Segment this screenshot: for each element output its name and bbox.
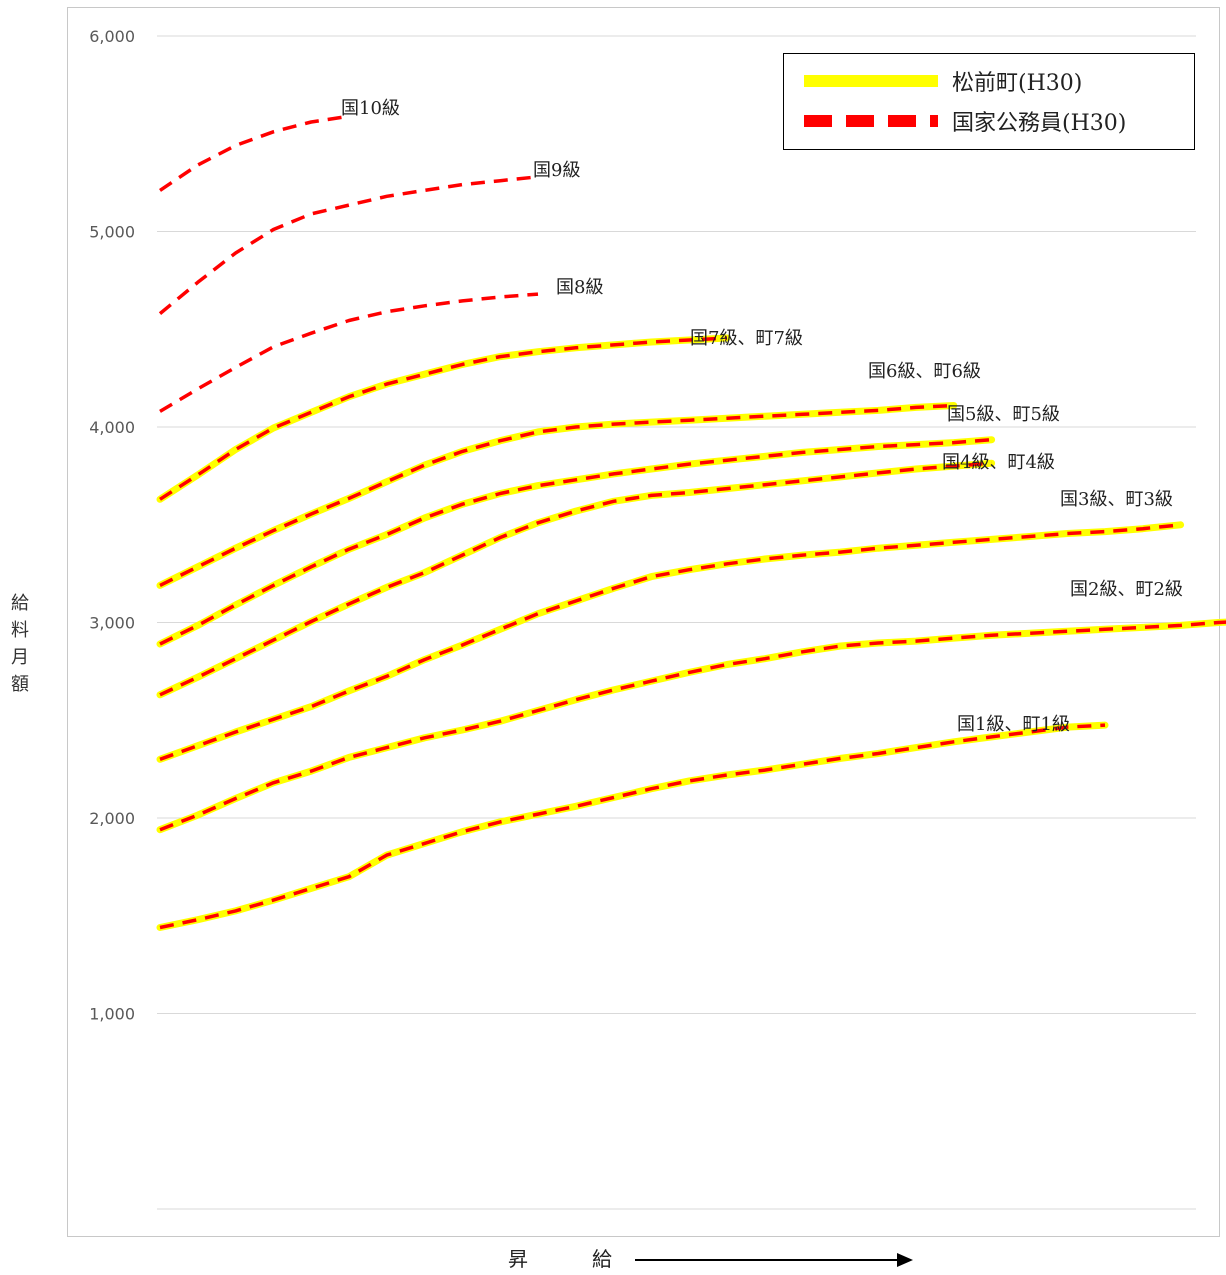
- legend-swatch-solid-yellow: [804, 75, 938, 87]
- series-line-national-2: [159, 620, 1226, 832]
- y-tick-label: 5,000: [89, 223, 135, 242]
- series-line-national-5: [159, 437, 992, 646]
- legend-item-national: 国家公務員(H30): [804, 106, 1126, 136]
- series-label-5: 国5級、町5級: [947, 404, 1060, 425]
- series-label-2: 国2級、町2級: [1070, 579, 1183, 600]
- y-tick-label: 2,000: [89, 809, 135, 828]
- series-line-national-1: [159, 723, 1106, 930]
- series-line-national-8: [159, 292, 539, 413]
- y-axis-label: 給料月額: [11, 593, 29, 695]
- series-label-1: 国1級、町1級: [957, 714, 1070, 735]
- series-label-10: 国10級: [341, 98, 400, 119]
- series-line-national-10: [159, 114, 350, 192]
- y-tick-label: 6,000: [89, 27, 135, 46]
- legend: 松前町(H30) 国家公務員(H30): [783, 53, 1195, 150]
- grid-lines: [157, 35, 1196, 1210]
- series-lines: [156, 114, 1226, 931]
- legend-label-national: 国家公務員(H30): [952, 111, 1127, 136]
- series-label-4: 国4級、町4級: [942, 452, 1055, 473]
- series-label-9: 国9級: [533, 160, 580, 181]
- series-line-matsumae-6: [156, 402, 958, 589]
- series-line-matsumae-7: [156, 334, 731, 503]
- series-label-8: 国8級: [556, 277, 603, 298]
- y-tick-label: 4,000: [89, 418, 135, 437]
- arrow-right-icon: [635, 1253, 913, 1267]
- legend-label-matsumae: 松前町(H30): [952, 71, 1083, 96]
- y-tick-label: 3,000: [89, 614, 135, 633]
- series-label-6: 国6級、町6級: [868, 361, 981, 382]
- series-line-matsumae-1: [156, 721, 1109, 931]
- series-label-3: 国3級、町3級: [1060, 489, 1173, 510]
- legend-swatch-dashed-red: [804, 115, 938, 127]
- series-line-matsumae-5: [156, 436, 996, 648]
- series-line-national-3: [159, 523, 1181, 761]
- legend-item-matsumae: 松前町(H30): [804, 66, 1082, 96]
- series-line-national-9: [158, 175, 539, 315]
- y-tick-labels: 1,000 2,000 3,000 4,000 5,000 6,000: [89, 27, 135, 1024]
- y-tick-label: 1,000: [89, 1005, 135, 1024]
- series-line-matsumae-4: [156, 459, 996, 699]
- x-axis-label: 昇 給: [508, 1247, 634, 1271]
- series-label-7: 国7級、町7級: [690, 328, 803, 349]
- series-line-national-6: [159, 403, 954, 587]
